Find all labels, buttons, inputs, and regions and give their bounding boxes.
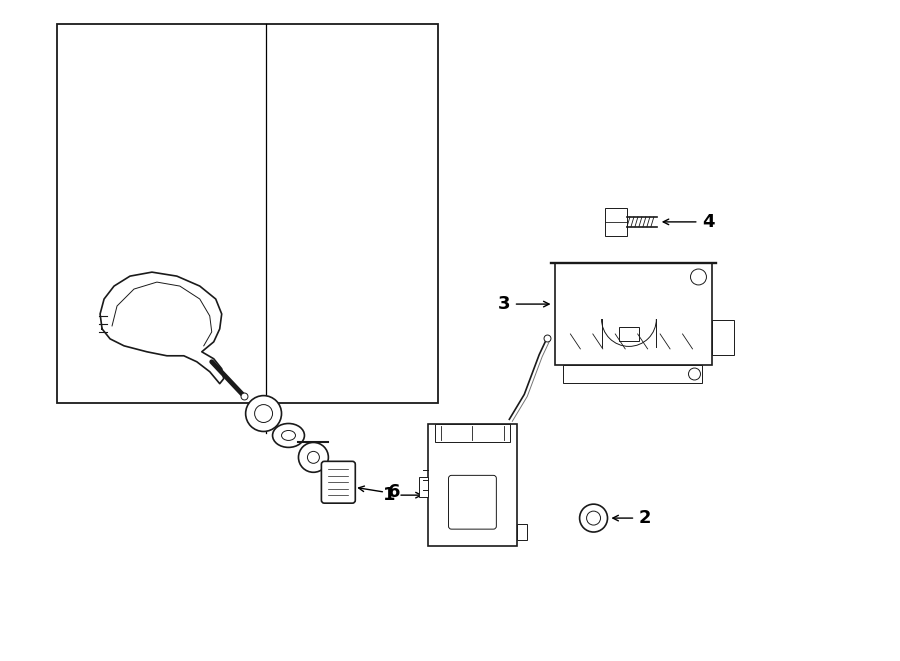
Text: 1: 1 — [382, 486, 395, 504]
Text: 5: 5 — [260, 403, 273, 420]
Circle shape — [308, 451, 320, 463]
Bar — [435, 424, 510, 442]
Bar — [518, 524, 527, 540]
Circle shape — [587, 511, 600, 525]
Circle shape — [299, 442, 328, 473]
Bar — [555, 263, 713, 365]
Bar — [428, 424, 518, 546]
Bar — [619, 327, 639, 341]
Bar — [57, 24, 438, 403]
Circle shape — [246, 396, 282, 432]
Polygon shape — [100, 272, 224, 383]
Ellipse shape — [273, 424, 304, 447]
Text: 3: 3 — [498, 295, 510, 313]
Bar — [418, 477, 427, 497]
Circle shape — [690, 269, 707, 285]
Circle shape — [580, 504, 608, 532]
FancyBboxPatch shape — [448, 475, 497, 529]
Text: 2: 2 — [638, 509, 651, 527]
Circle shape — [688, 368, 700, 380]
Text: 4: 4 — [702, 213, 715, 231]
Circle shape — [255, 405, 273, 422]
FancyBboxPatch shape — [321, 461, 356, 503]
Bar — [713, 320, 734, 355]
Text: 6: 6 — [388, 483, 400, 501]
Bar — [605, 208, 627, 236]
Bar — [563, 365, 703, 383]
Ellipse shape — [282, 430, 295, 440]
